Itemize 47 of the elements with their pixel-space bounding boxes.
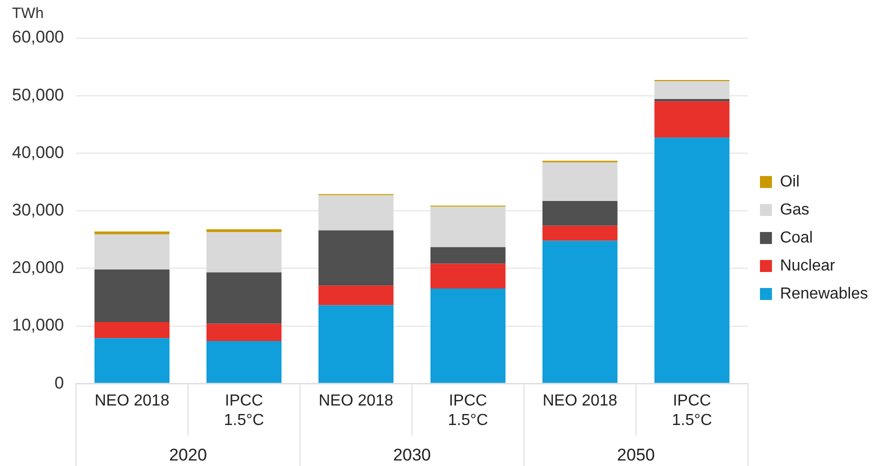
legend-label: Renewables bbox=[780, 285, 868, 302]
bar bbox=[206, 232, 282, 272]
y-tick-label: 10,000 bbox=[12, 316, 64, 335]
y-axis-title: TWh bbox=[12, 5, 44, 22]
bar bbox=[430, 288, 506, 383]
text: 2050 bbox=[617, 446, 655, 465]
legend-label: Coal bbox=[780, 229, 813, 246]
bar bbox=[318, 230, 394, 286]
bar bbox=[542, 240, 618, 383]
bar bbox=[654, 81, 730, 100]
legend-label: Nuclear bbox=[780, 257, 836, 274]
bar bbox=[94, 270, 170, 322]
bar bbox=[318, 305, 394, 383]
bar bbox=[654, 101, 730, 138]
text: 2030 bbox=[393, 446, 431, 465]
legend-label: Gas bbox=[780, 201, 810, 218]
bar bbox=[206, 340, 282, 383]
bar bbox=[94, 322, 170, 338]
legend-label: Oil bbox=[780, 173, 800, 190]
y-tick-label: 50,000 bbox=[12, 85, 64, 104]
bar bbox=[94, 232, 170, 234]
y-tick-label: 20,000 bbox=[12, 258, 64, 278]
x-tick-label: NEO 2018 bbox=[542, 392, 618, 410]
bar bbox=[542, 201, 618, 226]
x-tick-label: IPCC 1.5°C bbox=[672, 392, 712, 429]
bar bbox=[318, 286, 394, 306]
y-tick-label: 30,000 bbox=[12, 200, 64, 220]
bar bbox=[206, 229, 282, 232]
bar bbox=[430, 247, 506, 264]
bar bbox=[542, 226, 618, 241]
bar bbox=[94, 234, 170, 270]
bar bbox=[318, 195, 394, 230]
y-tick-label: 60,000 bbox=[12, 28, 64, 47]
bar bbox=[430, 206, 506, 248]
x-tick-label: IPCC 1.5°C bbox=[448, 392, 488, 429]
bar bbox=[206, 272, 282, 324]
y-tick-label: 40,000 bbox=[12, 142, 64, 162]
x-tick-label: NEO 2018 bbox=[94, 392, 170, 410]
x-tick-label: NEO 2018 bbox=[318, 392, 394, 410]
bar bbox=[94, 338, 170, 383]
bar bbox=[542, 162, 618, 202]
bar bbox=[430, 264, 506, 289]
bar bbox=[654, 138, 730, 383]
bar bbox=[206, 324, 282, 341]
text: 2020 bbox=[169, 446, 207, 465]
x-tick-label: IPCC 1.5°C bbox=[224, 392, 264, 429]
y-tick-label: 0 bbox=[54, 373, 64, 392]
